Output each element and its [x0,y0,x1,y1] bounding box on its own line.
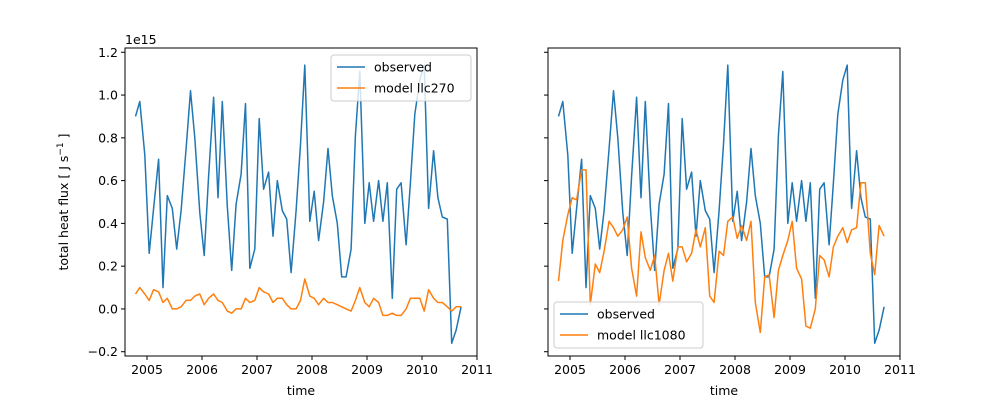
x-tick-label: 2007 [664,362,696,377]
right-x-axis: 2005 2006 2007 2008 2009 2010 2011 [554,356,916,377]
x-tick-label: 2010 [829,362,861,377]
left-plot-frame [124,47,478,357]
left-x-axis: 2005 2006 2007 2008 2009 2010 2011 [131,356,493,377]
x-tick-label: 2008 [719,362,751,377]
y-tick-label: 1.0 [98,88,118,103]
legend-label-observed: observed [597,307,655,322]
legend-label-model: model llc270 [374,81,455,96]
x-tick-label: 2010 [406,362,438,377]
x-tick-label: 2008 [296,362,328,377]
x-tick-label: 2006 [609,362,641,377]
x-tick-label: 2011 [461,362,493,377]
left-chart-panel: 2005 2006 2007 2008 2009 2010 2011 −0.2 0.0 0.2 0… [56,32,493,398]
y-tick-label: 0.8 [98,130,118,145]
left-legend-frame [330,54,472,102]
left-series-line-observed [134,64,462,344]
left-y-axis-label: total heat flux [ J s−1 ] [56,133,71,270]
left-legend: observed model llc270 [330,54,472,102]
right-legend-frame [553,301,704,349]
y-tick-label: 1.2 [98,45,118,60]
x-tick-label: 2006 [186,362,218,377]
legend-label-model: model llc1080 [597,328,686,343]
right-series-line-observed [557,64,885,344]
y-tick-label: 0.2 [98,259,118,274]
y-label-main: total heat flux [ J s [56,156,71,271]
y-tick-label: 0.6 [98,173,118,188]
x-tick-label: 2007 [241,362,273,377]
right-y-axis [544,51,548,353]
y-tick-label: −0.2 [88,344,118,359]
right-plot-frame [547,47,901,357]
y-tick-label: 0.4 [98,216,118,231]
left-y-axis: −0.2 0.0 0.2 0.4 0.6 0.8 1.0 1.2 [88,45,125,359]
x-tick-label: 2005 [131,362,163,377]
x-tick-label: 2005 [554,362,586,377]
legend-label-observed: observed [374,60,432,75]
left-series-layer [134,64,462,344]
y-label-end: ] [56,133,71,142]
left-series-line-model [134,278,462,317]
x-tick-label: 2009 [774,362,806,377]
y-label-superscript: −1 [56,142,66,155]
right-x-axis-label: time [710,383,739,398]
x-tick-label: 2011 [884,362,916,377]
right-series-line-model [557,169,885,334]
right-legend: observed model llc1080 [553,301,704,349]
right-chart-panel: 2005 2006 2007 2008 2009 2010 2011 time observ… [544,47,916,398]
left-x-axis-label: time [287,383,316,398]
left-y-offset-label: 1e15 [125,32,157,47]
y-tick-label: 0.0 [98,301,118,316]
right-series-layer [557,64,885,344]
x-tick-label: 2009 [351,362,383,377]
